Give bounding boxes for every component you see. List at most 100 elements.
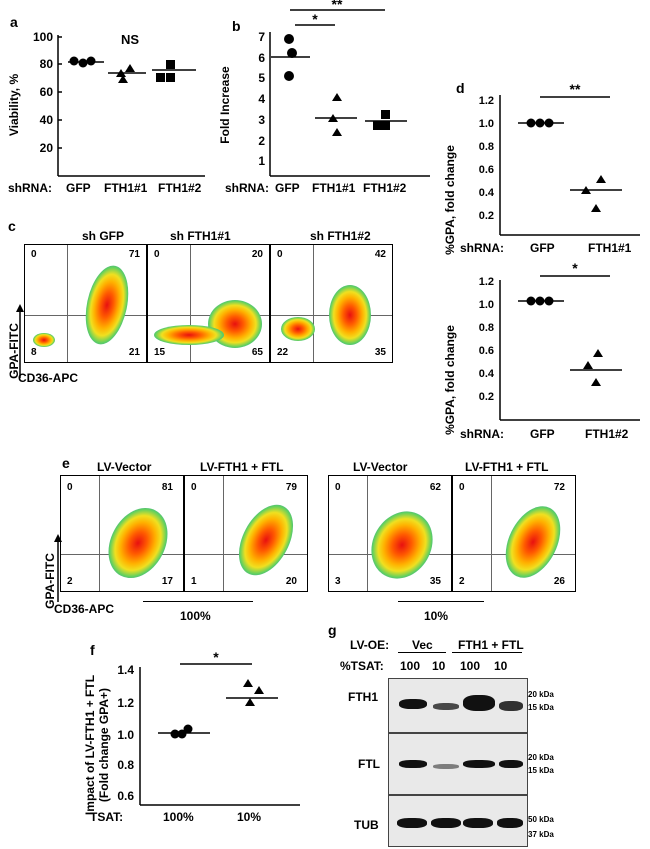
b-ytick: 2 (258, 134, 265, 148)
e-axis-arrows (54, 534, 62, 602)
svg-text:0.6: 0.6 (117, 789, 134, 803)
b-point (332, 128, 342, 136)
e-flow-plot: 0 81 2 17 (60, 475, 184, 592)
svg-text:0.8: 0.8 (479, 322, 494, 334)
svg-text:*: * (213, 649, 219, 665)
svg-text:10%: 10% (237, 810, 261, 824)
svg-text:1.2: 1.2 (479, 276, 494, 288)
svg-text:1.0: 1.0 (479, 299, 494, 311)
b-ytick: 1 (258, 154, 265, 168)
a-group: GFP (66, 181, 91, 195)
a-group: FTH1#2 (158, 181, 202, 195)
a-point (118, 75, 128, 83)
a-point (166, 73, 175, 82)
b-sig1: * (312, 11, 318, 27)
a-ytick: 40 (40, 113, 54, 127)
ftl-blot (388, 733, 528, 795)
b-group: GFP (275, 181, 300, 195)
a-point (166, 60, 175, 69)
svg-text:%GPA, fold change: %GPA, fold change (443, 325, 457, 435)
svg-text:Impact of LV-FTH1 + FTL: Impact of LV-FTH1 + FTL (83, 675, 97, 815)
b-ylabel: Fold Increase (218, 66, 232, 144)
panel-g-letter: g (328, 622, 337, 638)
a-point (125, 64, 135, 72)
b-sig2: ** (332, 0, 343, 12)
svg-text:0.2: 0.2 (479, 391, 494, 403)
a-point (156, 73, 165, 82)
b-ytick: 7 (258, 30, 265, 44)
a-group: FTH1#1 (104, 181, 148, 195)
a-ytick: 100 (33, 30, 53, 44)
c-flow-plot: 0 71 8 21 (24, 244, 147, 363)
panel-b-chart: 7 6 5 4 3 2 1 Fold Increase * ** shRNA: … (218, 0, 430, 195)
e-flow-plot: 0 79 1 20 (184, 475, 308, 592)
a-point (69, 56, 79, 66)
svg-text:1.2: 1.2 (117, 696, 134, 710)
b-ytick: 6 (258, 51, 265, 65)
tub-blot (388, 795, 528, 847)
panel-b-letter: b (232, 18, 241, 34)
b-point (373, 121, 382, 130)
svg-text:0.2: 0.2 (479, 210, 494, 222)
c-axis-arrows (16, 304, 24, 378)
panel-a-chart: 100 80 60 40 20 Viability, % NS shRNA: G… (7, 30, 205, 195)
a-ylabel: Viability, % (7, 74, 21, 137)
svg-text:shRNA:: shRNA: (460, 427, 504, 441)
b-point (287, 48, 297, 58)
c-title: sh FTH1#2 (310, 229, 371, 243)
a-ytick: 20 (40, 141, 54, 155)
svg-text:0.8: 0.8 (479, 141, 494, 153)
b-ytick: 3 (258, 113, 265, 127)
e-flow-plot: 0 62 3 35 (328, 475, 452, 592)
svg-text:1.2: 1.2 (479, 95, 494, 107)
svg-text:GFP: GFP (530, 427, 555, 441)
c-title: sh FTH1#1 (170, 229, 231, 243)
svg-text:**: ** (570, 81, 581, 97)
svg-text:100%: 100% (163, 810, 194, 824)
svg-text:FTH1#2: FTH1#2 (585, 427, 629, 441)
svg-text:TSAT:: TSAT: (90, 810, 123, 824)
panel-d-chart: 1.2 1.0 0.8 0.6 0.4 0.2 %GPA, fold chang… (443, 81, 640, 441)
svg-text:%GPA, fold change: %GPA, fold change (443, 145, 457, 255)
a-ytick: 80 (40, 57, 54, 71)
c-flow-plot: 0 42 22 35 (270, 244, 393, 363)
b-ytick: 5 (258, 71, 265, 85)
svg-text:(Fold change GPA+): (Fold change GPA+) (97, 688, 111, 802)
b-point (284, 71, 294, 81)
e-xlabel: CD36-APC (54, 602, 115, 616)
panel-d-letter: d (456, 80, 465, 96)
c-title: sh GFP (82, 229, 125, 243)
b-point (381, 110, 390, 119)
b-group: FTH1#1 (312, 181, 356, 195)
svg-text:1.0: 1.0 (117, 728, 134, 742)
svg-text:0.4: 0.4 (479, 187, 495, 199)
e-flow-plot: 0 72 2 26 (452, 475, 576, 592)
svg-text:0.6: 0.6 (479, 164, 494, 176)
b-group: FTH1#2 (363, 181, 407, 195)
b-point (332, 93, 342, 101)
svg-text:FTH1#1: FTH1#1 (588, 241, 632, 255)
b-point (381, 121, 390, 130)
a-point (86, 56, 96, 66)
a-ytick: 60 (40, 85, 54, 99)
fth1-blot (388, 678, 528, 733)
b-shrna: shRNA: (225, 181, 269, 195)
a-shrna: shRNA: (8, 181, 52, 195)
c-xlabel: CD36-APC (18, 371, 79, 385)
c-flow-plot: 0 20 15 65 (147, 244, 270, 363)
b-point (284, 34, 294, 44)
svg-text:0.6: 0.6 (479, 345, 494, 357)
svg-text:*: * (572, 260, 578, 276)
panel-f-letter: f (90, 642, 95, 658)
panel-a-letter: a (10, 14, 18, 30)
svg-text:1.4: 1.4 (117, 663, 134, 677)
panel-c-letter: c (8, 218, 16, 234)
a-ns: NS (121, 32, 139, 47)
svg-text:GFP: GFP (530, 241, 555, 255)
a-point (78, 58, 88, 68)
svg-text:1.0: 1.0 (479, 118, 494, 130)
panel-f-chart: 1.4 1.2 1.0 0.8 0.6 Impact of LV-FTH1 + … (83, 649, 300, 824)
panel-e-letter: e (62, 455, 70, 471)
svg-text:shRNA:: shRNA: (460, 241, 504, 255)
b-ytick: 4 (258, 92, 265, 106)
